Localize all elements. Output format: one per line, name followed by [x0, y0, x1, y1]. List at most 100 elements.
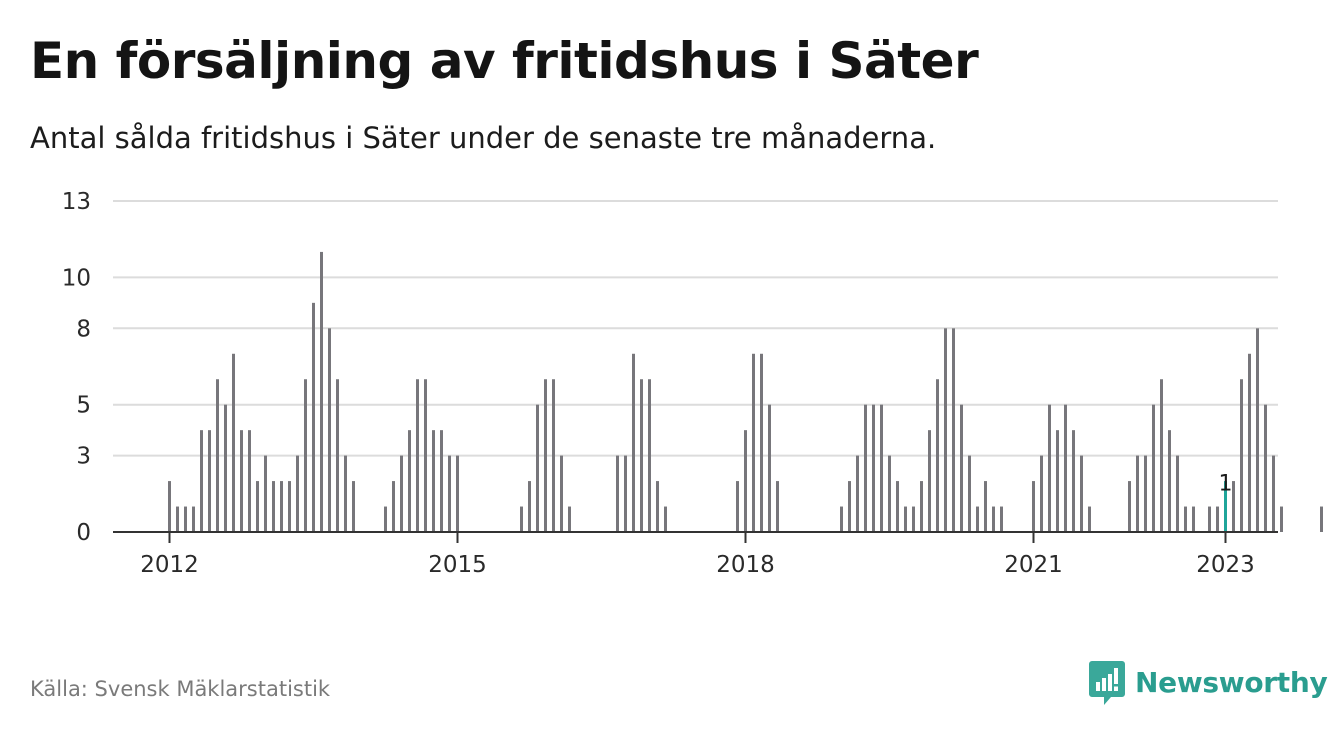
bar — [1160, 379, 1163, 532]
bar — [1184, 506, 1187, 532]
bar — [848, 481, 851, 532]
bar — [1176, 455, 1179, 532]
bar — [968, 455, 971, 532]
bar — [1080, 455, 1083, 532]
bar — [904, 506, 907, 532]
newsworthy-logo-icon — [1089, 661, 1125, 705]
bar — [1152, 404, 1155, 532]
x-axis-ticks: 2012 2015 2018 2021 2023 — [140, 532, 1255, 578]
y-tick-label: 10 — [62, 265, 91, 291]
brand-name: Newsworthy — [1135, 666, 1328, 699]
source-note: Källa: Svensk Mäklarstatistik — [30, 677, 331, 701]
chart-title: En försäljning av fritidshus i Säter — [30, 32, 979, 90]
bar — [768, 404, 771, 532]
bar — [1144, 455, 1147, 532]
bar — [864, 404, 867, 532]
bar — [440, 430, 443, 532]
bar — [224, 404, 227, 532]
bar — [344, 455, 347, 532]
bar — [1208, 506, 1211, 532]
bar — [920, 481, 923, 532]
bar — [384, 506, 387, 532]
bar — [656, 481, 659, 532]
bar — [1248, 353, 1251, 532]
bar — [1136, 455, 1139, 532]
bar — [744, 430, 747, 532]
bar — [912, 506, 915, 532]
bar — [216, 379, 219, 532]
bar — [272, 481, 275, 532]
bar — [296, 455, 299, 532]
x-tick-label: 2012 — [140, 552, 199, 578]
bar — [952, 328, 955, 532]
bar — [352, 481, 355, 532]
bar — [240, 430, 243, 532]
bar — [1280, 506, 1283, 532]
bar — [1240, 379, 1243, 532]
bar — [1048, 404, 1051, 532]
bar — [536, 404, 539, 532]
bar — [416, 379, 419, 532]
y-tick-label: 0 — [76, 520, 91, 546]
bar — [1232, 481, 1235, 532]
data-labels: 1 — [1219, 472, 1233, 497]
bar — [528, 481, 531, 532]
bar — [1088, 506, 1091, 532]
bar — [424, 379, 427, 532]
bar — [176, 506, 179, 532]
bar — [232, 353, 235, 532]
bar — [432, 430, 435, 532]
bar — [992, 506, 995, 532]
bar — [1000, 506, 1003, 532]
bar — [408, 430, 411, 532]
y-tick-label: 5 — [76, 393, 91, 419]
bar — [1192, 506, 1195, 532]
x-tick-label: 2021 — [1004, 552, 1063, 578]
bar — [320, 251, 323, 532]
bar — [616, 455, 619, 532]
bar — [304, 379, 307, 532]
bar — [760, 353, 763, 532]
bar — [928, 430, 931, 532]
bar — [544, 379, 547, 532]
bar — [1256, 328, 1259, 532]
bar — [1032, 481, 1035, 532]
bar — [256, 481, 259, 532]
bar — [1320, 506, 1323, 532]
bar — [552, 379, 555, 532]
bar — [624, 455, 627, 532]
bar — [560, 455, 563, 532]
bar — [456, 455, 459, 532]
bar — [736, 481, 739, 532]
bar — [1064, 404, 1067, 532]
bar — [392, 481, 395, 532]
bars — [168, 251, 1323, 532]
bar — [1216, 506, 1219, 532]
bar — [648, 379, 651, 532]
bar — [568, 506, 571, 532]
bar — [200, 430, 203, 532]
bar — [840, 506, 843, 532]
bar — [1072, 430, 1075, 532]
bar — [632, 353, 635, 532]
bar — [1040, 455, 1043, 532]
bar — [328, 328, 331, 532]
bar — [640, 379, 643, 532]
bar — [520, 506, 523, 532]
bar — [1264, 404, 1267, 532]
brand: Newsworthy — [1089, 660, 1328, 706]
bar — [264, 455, 267, 532]
bar — [976, 506, 979, 532]
bar — [1272, 455, 1275, 532]
bar — [776, 481, 779, 532]
bar — [752, 353, 755, 532]
bar — [880, 404, 883, 532]
bar — [192, 506, 195, 532]
chart-subtitle: Antal sålda fritidshus i Säter under de … — [30, 121, 937, 155]
x-tick-label: 2015 — [428, 552, 487, 578]
y-axis-ticks: 0 3 5 8 10 13 — [62, 189, 91, 546]
gridlines — [113, 200, 1278, 457]
bar — [336, 379, 339, 532]
bar — [248, 430, 251, 532]
x-tick-label: 2023 — [1196, 552, 1255, 578]
